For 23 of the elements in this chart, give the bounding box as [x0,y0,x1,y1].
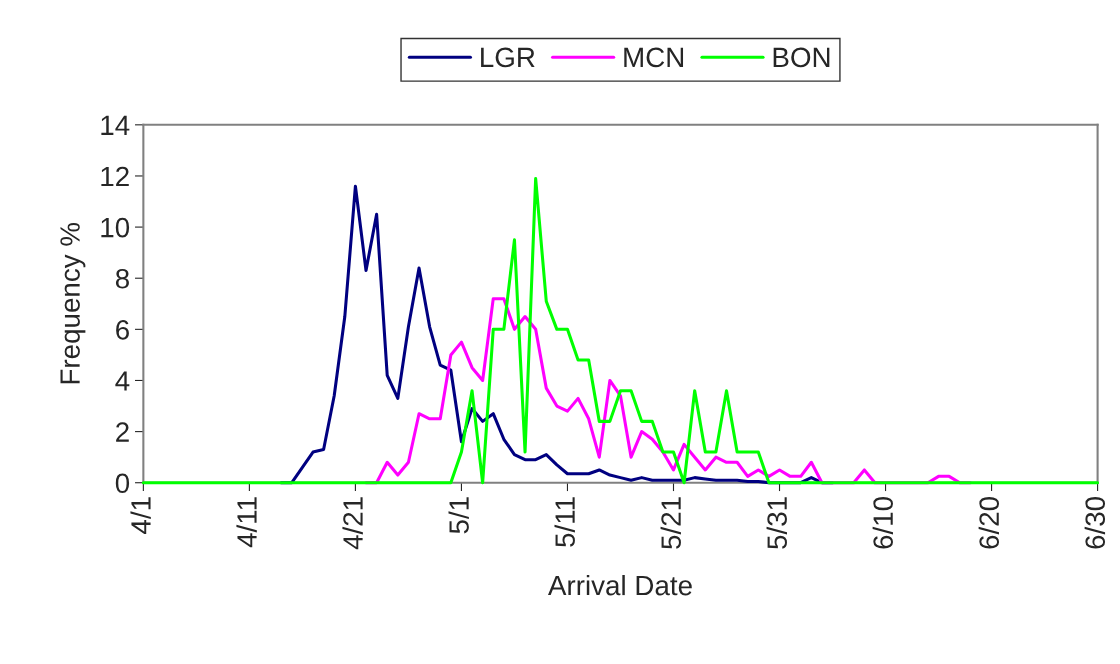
y-axis-title: Frequency % [60,222,86,384]
y-tick-label: 2 [116,422,129,442]
x-tick-label: 5/21 [660,497,681,549]
y-tick-label: 0 [115,473,130,494]
x-tick-label: 4/1 [130,497,151,534]
y-tick-label: 4 [115,371,130,391]
legend-label: LGR [481,47,535,68]
legend-label: BON [773,47,830,68]
x-tick-label: 6/10 [872,497,893,549]
y-tick-label: 12 [101,166,129,187]
x-tick-label: 5/1 [448,497,469,534]
x-tick-label: 5/11 [554,497,575,547]
x-tick-label: 6/20 [978,497,1000,549]
y-tick-label: 6 [116,320,129,340]
y-tick-label: 8 [115,268,129,289]
y-tick-label: 14 [101,115,130,135]
x-tick-label: 5/31 [766,497,787,549]
y-tick-label: 10 [101,217,130,238]
x-tick-label: 4/21 [342,497,363,550]
legend-label: MCN [624,47,684,68]
x-axis-title: Arrival Date [547,574,692,596]
x-tick-label: 6/30 [1084,497,1106,549]
x-tick-label: 4/11 [236,497,257,548]
